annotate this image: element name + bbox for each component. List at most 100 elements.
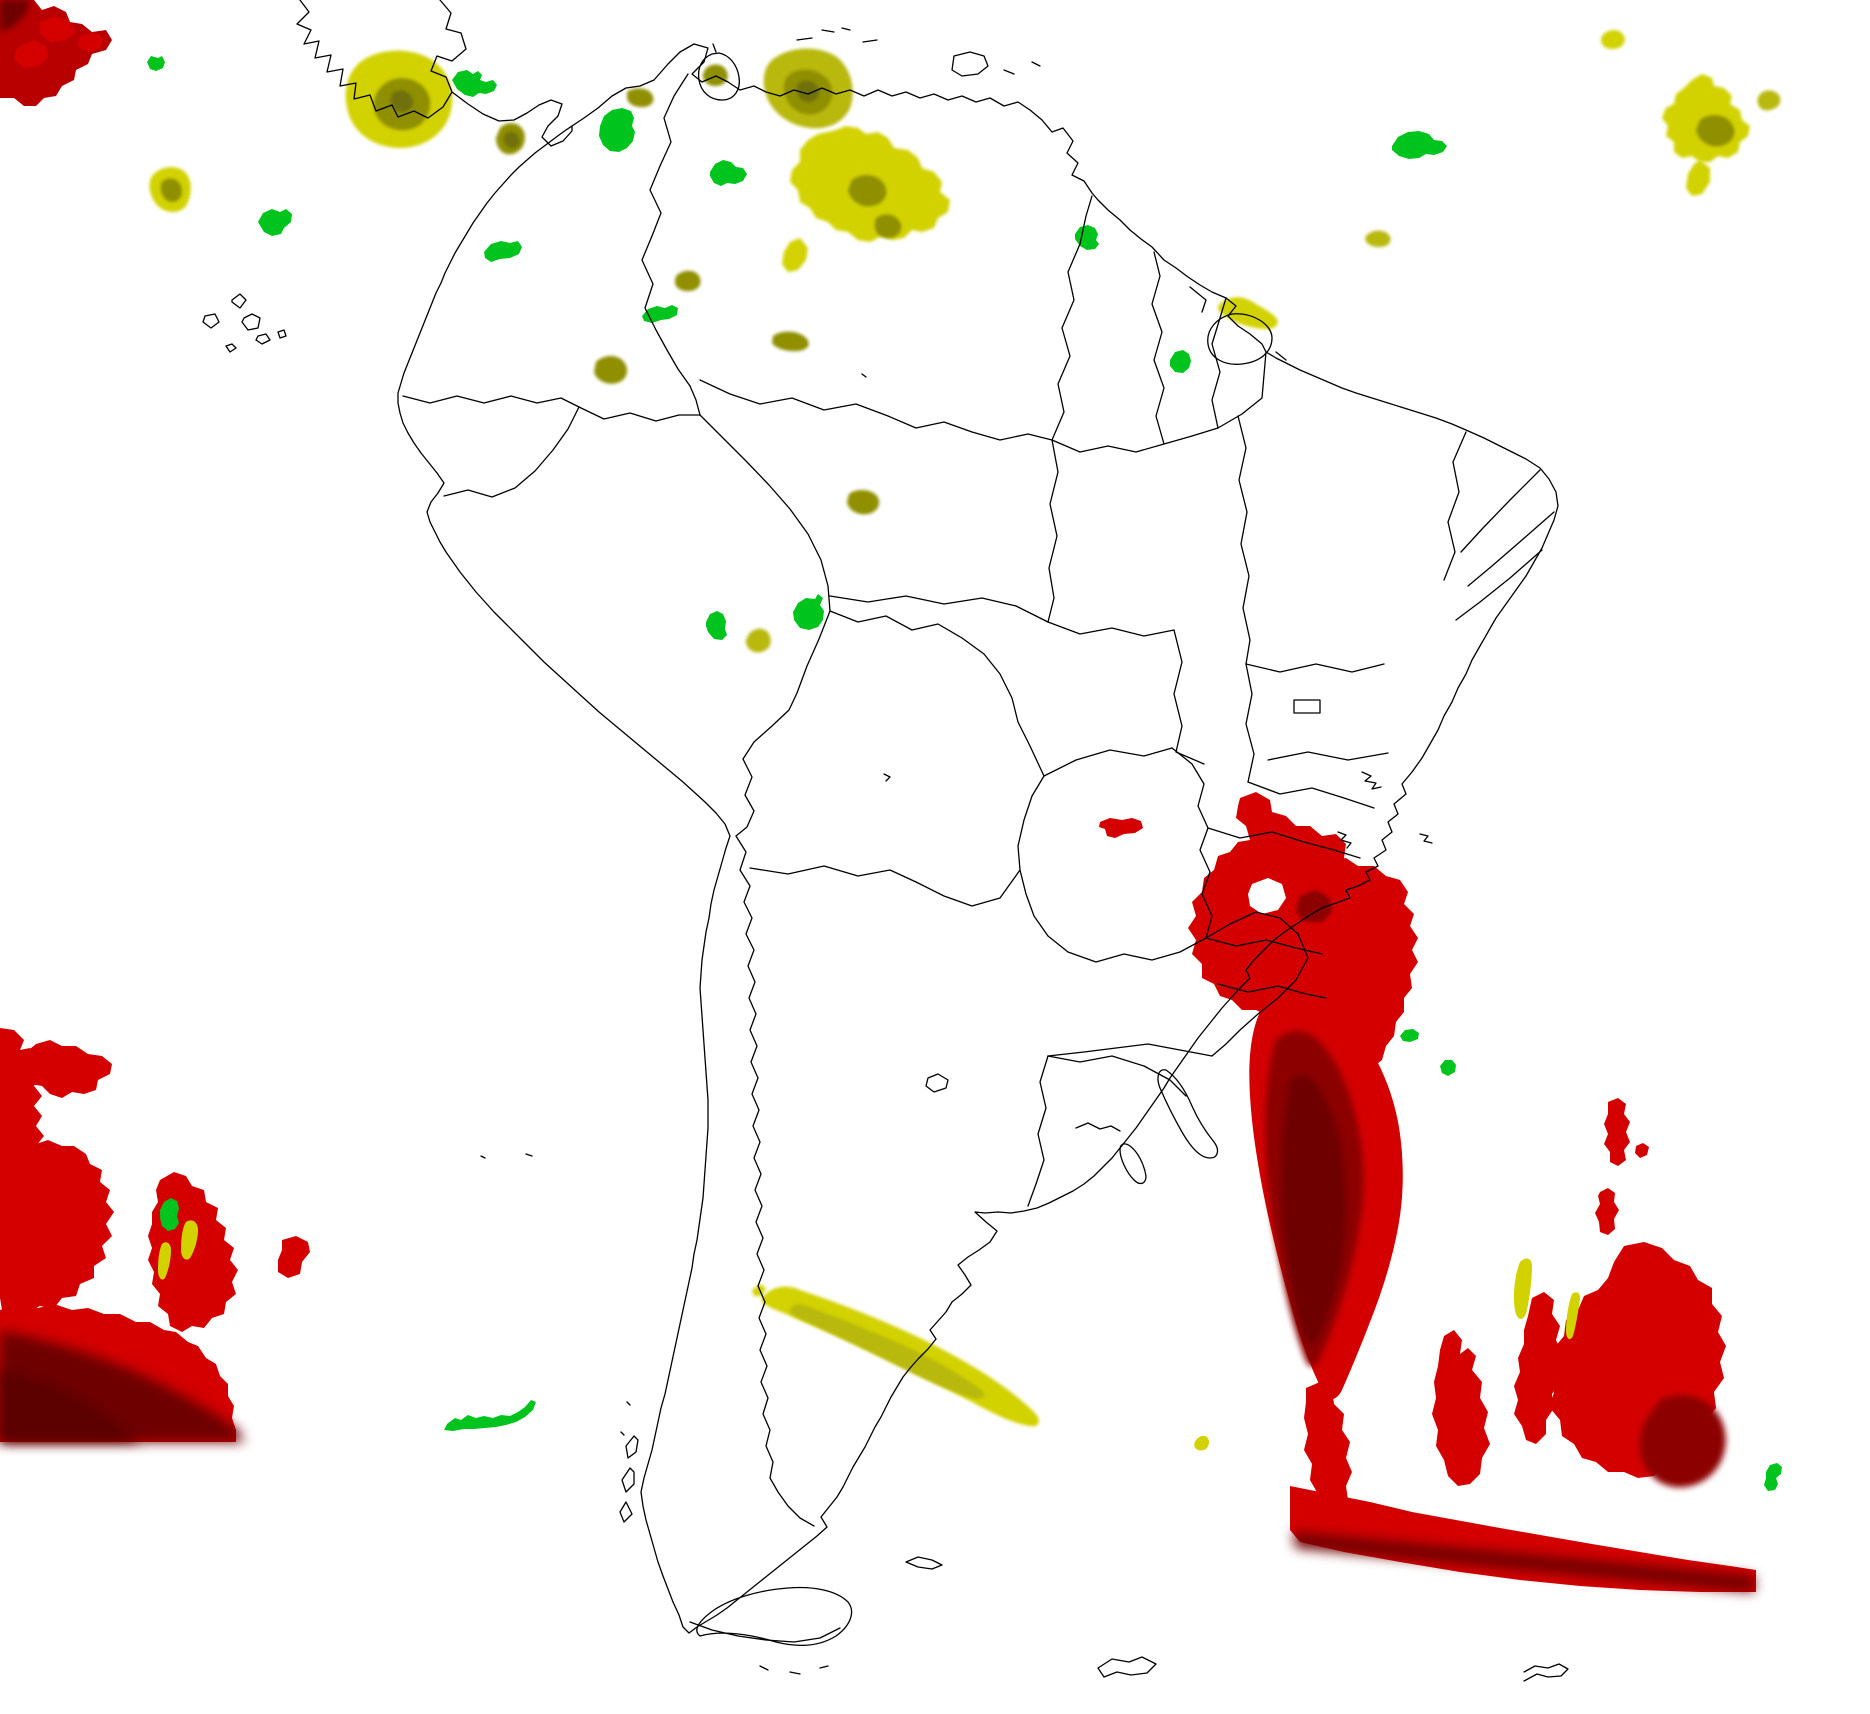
- border-uruguay-river: [1027, 1055, 1049, 1207]
- red-mass-bottomleft-maroon-deep: [0, 1368, 140, 1442]
- red-mass-bottomright-maroon-band: [1292, 1532, 1754, 1592]
- green-patch-peru-2: [793, 594, 824, 630]
- border-argentina-brazil-link: [1047, 1043, 1213, 1057]
- border-colombia-brazil: [689, 385, 701, 416]
- border-argentina-brazil-misiones: [1205, 911, 1309, 1057]
- green-patch-colombia-n: [599, 108, 635, 152]
- state-line-amazonas-para: [1047, 439, 1059, 623]
- strait-magellan: [689, 1621, 841, 1643]
- yellow-blob-topright-round: [1757, 90, 1781, 111]
- green-patch-pacific-2: [258, 209, 292, 236]
- yellow-dash-leftmass-2: [158, 1242, 171, 1280]
- yellow-blob-topright-small: [1601, 30, 1625, 49]
- green-strip-south: [444, 1400, 536, 1431]
- olive-blob-amazon: [847, 490, 880, 515]
- yellow-dash-right-2: [1566, 1292, 1581, 1340]
- lake-pampa: [925, 1073, 949, 1093]
- island-south-georgia: [1523, 1663, 1569, 1682]
- red-mass-bottomright-spikes: [1432, 1330, 1490, 1486]
- border-colombia-venezuela: [641, 73, 691, 387]
- islands-caribbean: [796, 27, 1041, 75]
- coastline-south-america: [397, 43, 1559, 1634]
- olive-blob-guajira: [702, 64, 728, 86]
- green-patch-offshore-2: [1440, 1060, 1456, 1076]
- border-ecuador-peru: [443, 406, 580, 498]
- border-peru-brazil: [699, 414, 831, 612]
- red-mass-topleft-lobe: [14, 16, 104, 68]
- red-mass-bottomleft-arm: [24, 1040, 112, 1098]
- green-patch-colombia-w: [484, 241, 522, 262]
- red-cluster-dark-patch: [1296, 890, 1332, 922]
- coastline-central-america: [296, 0, 467, 119]
- state-line-parana-sc: [1205, 937, 1323, 955]
- green-patch-peru-1: [706, 611, 727, 640]
- green-patch-guyana: [1075, 225, 1099, 250]
- border-bolivia-chile: [735, 758, 755, 837]
- border-paraguay-brazil: [1171, 747, 1213, 939]
- olive-blob-panama-core: [503, 131, 520, 149]
- state-line-sp-parana: [1207, 827, 1361, 859]
- islands-galapagos: [202, 293, 287, 353]
- red-mass-topleft-maroon: [0, 0, 30, 32]
- olive-blob-putumayo: [594, 356, 628, 384]
- yellow-cluster-venezuela-core2: [874, 214, 902, 238]
- border-bolivia-brazil: [829, 610, 1045, 777]
- green-patch-colombia-s: [642, 305, 678, 323]
- red-worm-right-1: [1604, 1098, 1630, 1166]
- isla-estados: [905, 1556, 943, 1570]
- green-patch-frguiana: [1170, 350, 1191, 373]
- red-mass-topleft-base: [0, 0, 112, 106]
- green-patch-venezuela: [710, 160, 747, 186]
- green-patch-pacific-1: [147, 56, 165, 71]
- border-colombia-peru: [578, 406, 701, 422]
- lagoon-mirim: [1119, 1143, 1147, 1185]
- border-paraguay-argentina: [1017, 775, 1207, 963]
- state-line-para-matogrosso: [1047, 621, 1175, 637]
- lake-maracaibo: [697, 43, 740, 101]
- state-line-bahia-north: [1245, 663, 1385, 673]
- island-trinidad: [951, 51, 989, 77]
- yellow-dot-south: [1194, 1435, 1209, 1451]
- chile-coast-islands: [619, 1435, 639, 1523]
- red-mass-bottomright-leftcol: [1304, 1382, 1352, 1508]
- state-line-matogrosso-ms: [1173, 629, 1205, 765]
- red-patch-paraguay: [1099, 818, 1143, 838]
- yellow-blob-ne-ocean: [1365, 230, 1391, 247]
- red-worm-right-3: [1635, 1143, 1649, 1158]
- green-patch-right-edge: [1764, 1463, 1782, 1491]
- islands-falkland: [1097, 1656, 1157, 1678]
- red-mass-bottomright-column: [1514, 1292, 1562, 1444]
- olive-blob-peru: [745, 628, 771, 653]
- state-line-maranhao-piaui: [1443, 431, 1467, 581]
- state-line-para-tocantins: [1237, 415, 1251, 665]
- red-mass-bottomright-maroon-patch: [1639, 1395, 1726, 1488]
- yellow-streak-amapa: [1218, 297, 1278, 330]
- state-lines-ne-fan: [1455, 469, 1555, 621]
- state-square-df: [1293, 699, 1321, 714]
- yellow-cluster-topright-core: [1696, 115, 1735, 147]
- state-line-sc-rs: [1217, 983, 1327, 999]
- border-uruguay-brazil: [1047, 1055, 1187, 1097]
- border-peru-bolivia: [742, 610, 831, 760]
- red-mass-bottomleft-body: [0, 1140, 114, 1312]
- border-chile-argentina: [735, 835, 815, 1527]
- guyana-borders: [1051, 195, 1267, 453]
- red-mass-bottomleft-armtip: [278, 1236, 310, 1278]
- red-plume-core-deep: [1281, 1075, 1347, 1344]
- island-marajo: [1189, 286, 1287, 365]
- olive-blob-maracaibo-deep: [796, 80, 819, 102]
- uruguay-inner-squiggle: [1075, 1122, 1121, 1132]
- tiny-islands: [480, 373, 867, 1436]
- city-squiggles-sp: [883, 771, 1433, 849]
- yellow-cluster-venezuela-tongue: [782, 238, 808, 272]
- green-dash-leftmass: [160, 1198, 179, 1231]
- green-patch-ne-ocean: [1392, 131, 1447, 159]
- yellow-cluster-venezuela-core1: [848, 175, 887, 207]
- yellow-dash-right-1: [1513, 1258, 1532, 1319]
- venezuela-brazil-border: [699, 379, 1053, 441]
- lagoon-patos: [1157, 1069, 1219, 1159]
- state-line-goias: [1245, 663, 1255, 783]
